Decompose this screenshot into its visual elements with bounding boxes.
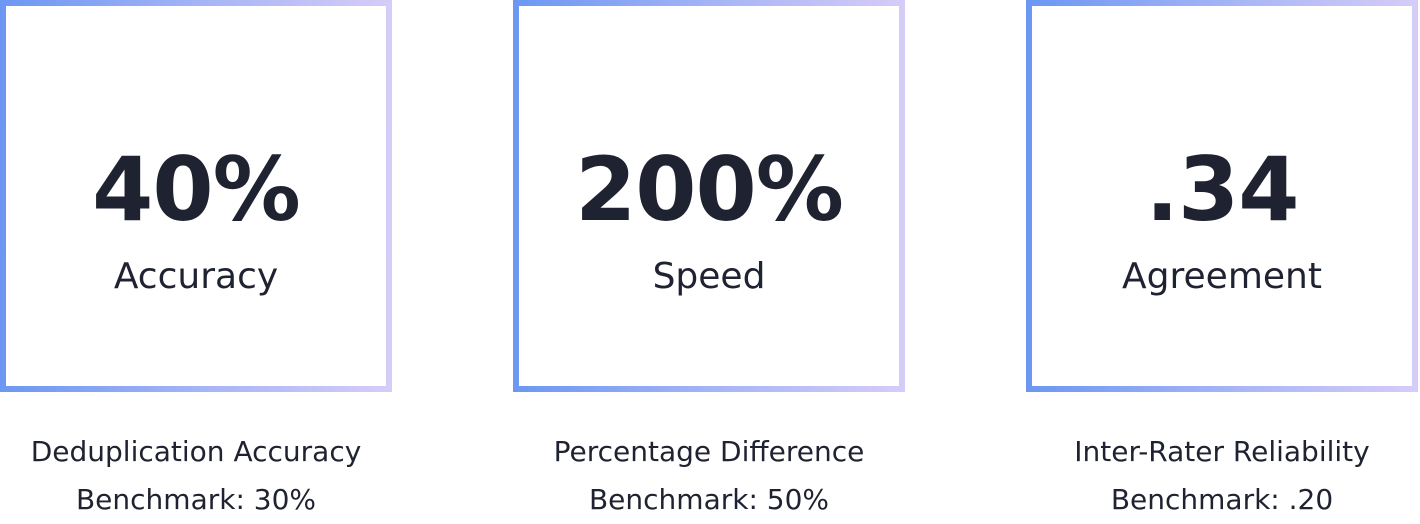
stat-metric-label: Accuracy xyxy=(113,256,279,297)
stat-caption-title: Inter-Rater Reliability xyxy=(1074,435,1370,468)
stat-value: 200% xyxy=(575,138,844,241)
stat-caption-title: Deduplication Accuracy xyxy=(30,435,362,468)
stat-card: 200% Speed xyxy=(513,0,905,392)
stat-metric-label: Agreement xyxy=(1122,256,1322,297)
stat-speed: 200% Speed Percentage Difference Benchma… xyxy=(513,0,905,519)
stat-value: .34 xyxy=(1145,138,1300,241)
stat-card: 40% Accuracy xyxy=(0,0,392,392)
stat-caption-title: Percentage Difference xyxy=(553,435,865,468)
stat-accuracy: 40% Accuracy Deduplication Accuracy Benc… xyxy=(0,0,392,519)
stat-card: .34 Agreement xyxy=(1026,0,1418,392)
stat-caption: Deduplication Accuracy Benchmark: 30% xyxy=(0,428,422,524)
stat-caption: Inter-Rater Reliability Benchmark: .20 xyxy=(996,428,1420,524)
stat-agreement: .34 Agreement Inter-Rater Reliability Be… xyxy=(1026,0,1418,519)
stat-benchmark: Benchmark: 50% xyxy=(588,483,830,516)
stat-caption: Percentage Difference Benchmark: 50% xyxy=(483,428,935,524)
stat-metric-label: Speed xyxy=(652,256,766,297)
stat-value: 40% xyxy=(92,138,301,241)
stat-benchmark: Benchmark: 30% xyxy=(75,483,317,516)
stat-benchmark: Benchmark: .20 xyxy=(1110,483,1334,516)
